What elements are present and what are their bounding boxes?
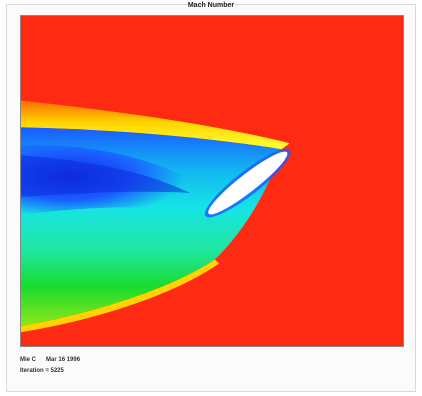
shock-band-lower [21,259,219,333]
airfoil [204,148,291,218]
mach-contour-canvas [21,16,403,346]
wake-core-deep [21,155,191,197]
footer-date: Mar 16 1996 [46,357,81,363]
plot-footer: Mie C Mar 16 1996 Iteration = 5225 [20,355,400,377]
footer-case-label: Mie C [20,357,37,363]
footer-iteration: Iteration = 5225 [20,368,64,374]
plot-title: Mach Number [187,2,235,9]
shock-band-upper [21,100,290,150]
footer-line-1: Mie C Mar 16 1996 [20,355,400,366]
contour-plot [20,15,404,347]
